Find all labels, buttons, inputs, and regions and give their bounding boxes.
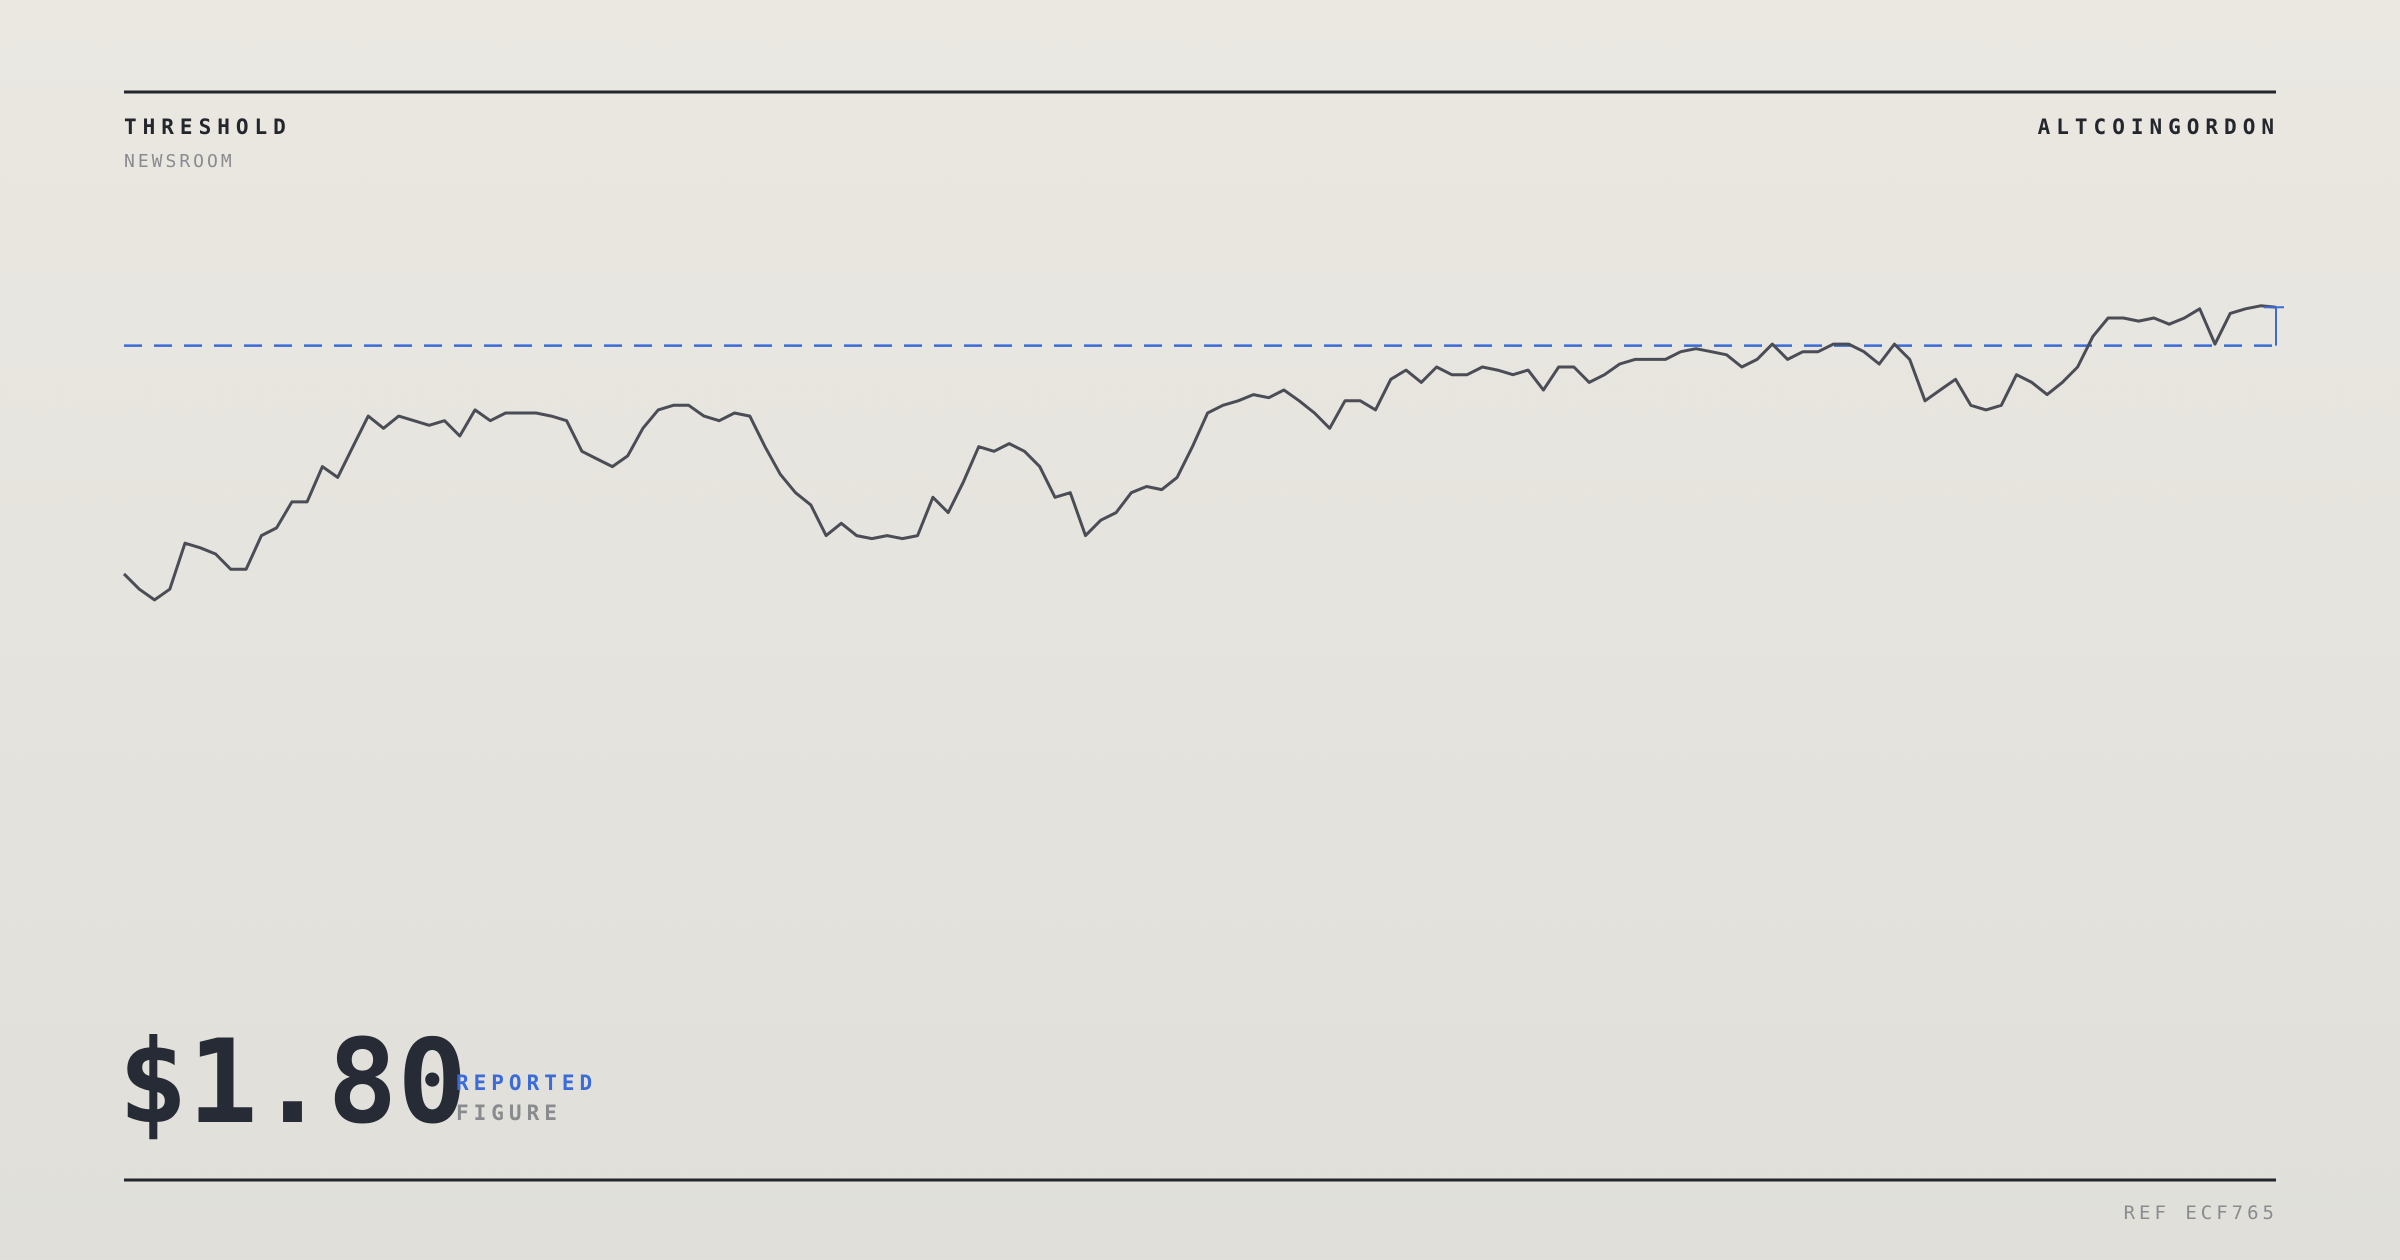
price-line xyxy=(122,304,2277,602)
brand: THRESHOLD xyxy=(124,115,292,139)
ref: REF ECF765 xyxy=(2124,1202,2278,1224)
figure-sublabel: FIGURE xyxy=(456,1101,562,1125)
section: NEWSROOM xyxy=(124,151,235,172)
author: ALTCOINGORDON xyxy=(2038,115,2280,139)
gap-marker xyxy=(2264,306,2284,346)
figure-value: $1.80 xyxy=(118,1015,467,1150)
chart xyxy=(122,304,2284,602)
figure-label: REPORTED xyxy=(456,1071,597,1095)
